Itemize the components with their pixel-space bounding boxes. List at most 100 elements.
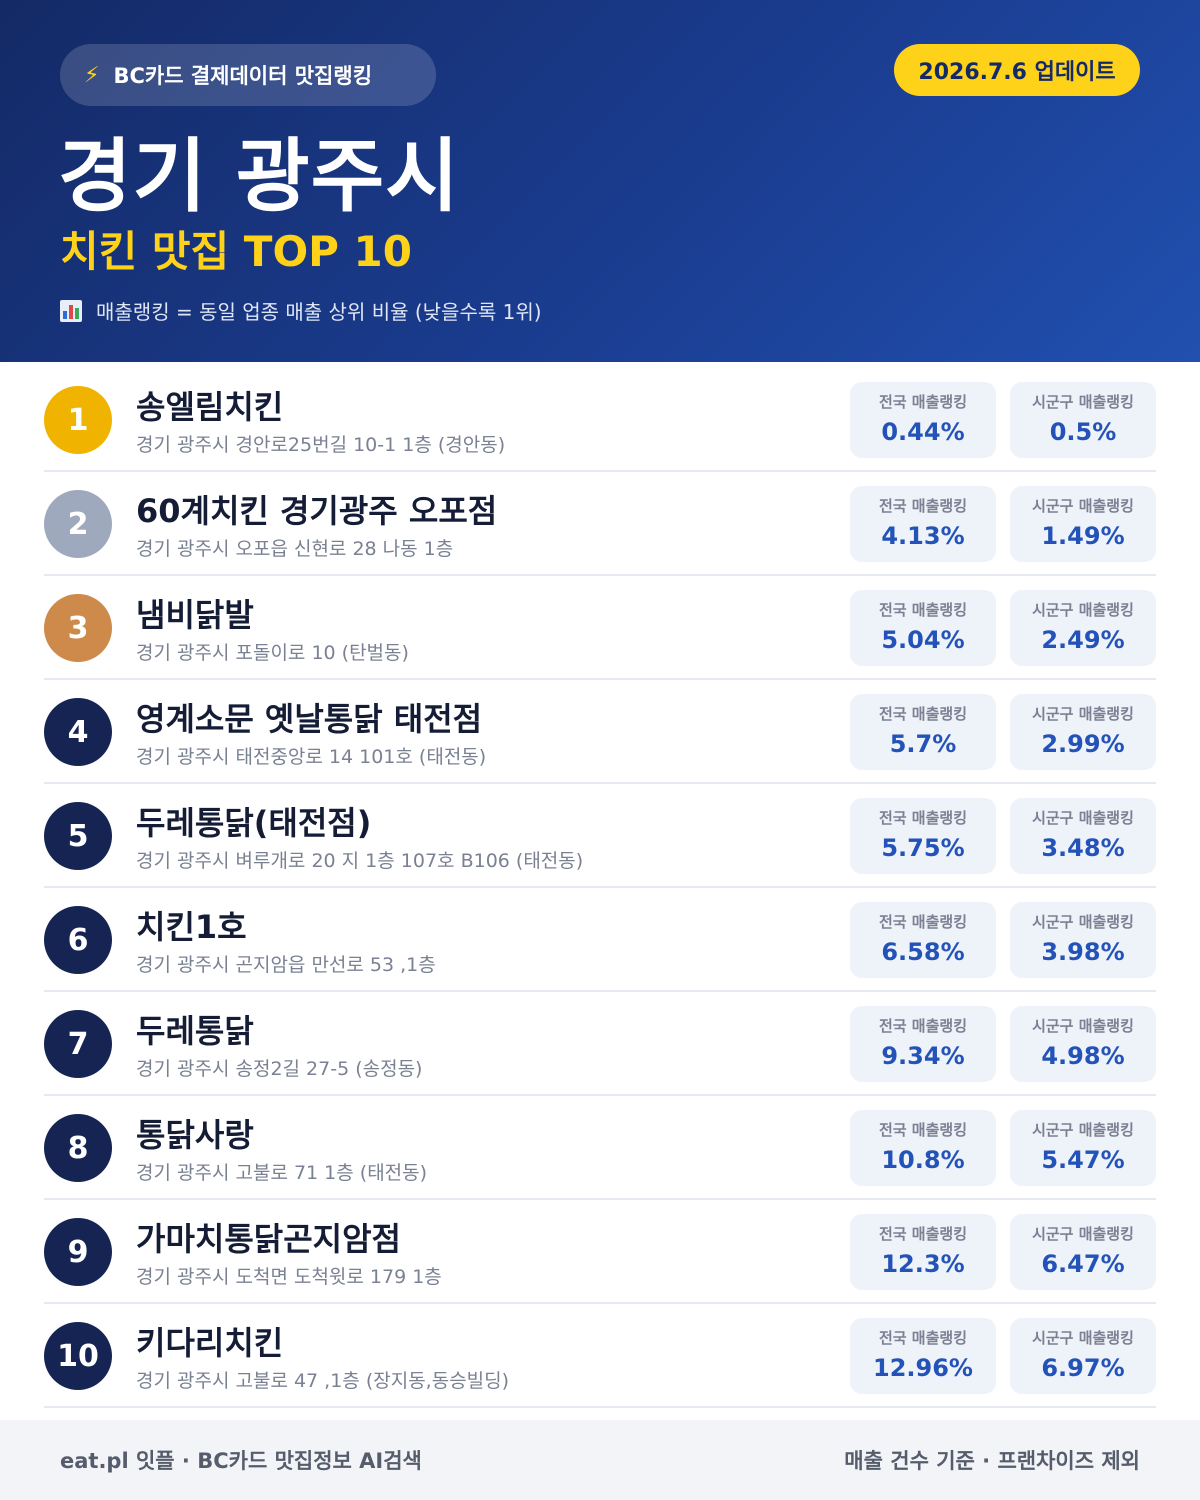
national-rank-value: 9.34%	[881, 1042, 965, 1070]
district-rank-label: 시군구 매출랭킹	[1032, 1329, 1134, 1347]
national-rank-value: 12.3%	[881, 1250, 965, 1278]
national-rank-label: 전국 매출랭킹	[878, 497, 968, 515]
national-rank-value: 5.7%	[889, 730, 957, 758]
list-item[interactable]: 5 두레통닭(태전점) 경기 광주시 벼루개로 20 지 1층 107호 B106 …	[44, 784, 1156, 888]
district-rank-box: 시군구 매출랭킹 3.98%	[1010, 902, 1156, 978]
district-rank-value: 6.97%	[1041, 1354, 1125, 1382]
district-rank-label: 시군구 매출랭킹	[1032, 809, 1134, 827]
national-rank-label: 전국 매출랭킹	[878, 1121, 968, 1139]
national-rank-label: 전국 매출랭킹	[878, 1225, 968, 1243]
ranking-legend: 매출랭킹 = 동일 업종 매출 상위 비율 (낮을수록 1위)	[60, 296, 542, 325]
restaurant-address: 경기 광주시 포돌이로 10 (탄벌동)	[136, 642, 409, 664]
update-date-pill: 2026.7.6 업데이트	[894, 44, 1140, 96]
list-item[interactable]: 8 통닭사랑 경기 광주시 고불로 71 1층 (태전동) 전국 매출랭킹 10.8% 시…	[44, 1096, 1156, 1200]
list-item[interactable]: 9 가마치통닭곤지암점 경기 광주시 도척면 도척윗로 179 1층 전국 매출랭킹 1…	[44, 1200, 1156, 1304]
district-rank-label: 시군구 매출랭킹	[1032, 1121, 1134, 1139]
district-rank-box: 시군구 매출랭킹 2.99%	[1010, 694, 1156, 770]
district-rank-value: 3.98%	[1041, 938, 1125, 966]
district-rank-label: 시군구 매출랭킹	[1032, 705, 1134, 723]
district-rank-label: 시군구 매출랭킹	[1032, 1225, 1134, 1243]
district-rank-value: 4.98%	[1041, 1042, 1125, 1070]
district-rank-box: 시군구 매출랭킹 0.5%	[1010, 382, 1156, 458]
restaurant-address: 경기 광주시 경안로25번길 10-1 1층 (경안동)	[136, 434, 506, 456]
national-rank-value: 4.13%	[881, 522, 965, 550]
district-rank-box: 시군구 매출랭킹 6.47%	[1010, 1214, 1156, 1290]
national-rank-value: 0.44%	[881, 418, 965, 446]
district-rank-value: 1.49%	[1041, 522, 1125, 550]
national-rank-value: 5.04%	[881, 626, 965, 654]
rank-badge: 10	[44, 1322, 112, 1390]
national-rank-label: 전국 매출랭킹	[878, 913, 968, 931]
restaurant-address: 경기 광주시 태전중앙로 14 101호 (태전동)	[136, 746, 487, 768]
national-rank-label: 전국 매출랭킹	[878, 1329, 968, 1347]
rank-badge: 5	[44, 802, 112, 870]
district-rank-box: 시군구 매출랭킹 5.47%	[1010, 1110, 1156, 1186]
national-rank-box: 전국 매출랭킹 10.8%	[850, 1110, 996, 1186]
district-rank-box: 시군구 매출랭킹 4.98%	[1010, 1006, 1156, 1082]
national-rank-label: 전국 매출랭킹	[878, 393, 968, 411]
rank-badge: 7	[44, 1010, 112, 1078]
restaurant-address: 경기 광주시 고불로 47 ,1층 (장지동,동승빌딩)	[136, 1370, 510, 1392]
rank-badge: 2	[44, 490, 112, 558]
national-rank-box: 전국 매출랭킹 12.3%	[850, 1214, 996, 1290]
source-badge: ⚡ BC카드 결제데이터 맛집랭킹	[60, 44, 436, 106]
restaurant-name: 키다리치킨	[136, 1324, 284, 1362]
rank-badge: 6	[44, 906, 112, 974]
district-rank-value: 2.49%	[1041, 626, 1125, 654]
rank-badge: 1	[44, 386, 112, 454]
national-rank-value: 12.96%	[873, 1354, 973, 1382]
district-rank-label: 시군구 매출랭킹	[1032, 913, 1134, 931]
restaurant-address: 경기 광주시 벼루개로 20 지 1층 107호 B106 (태전동)	[136, 850, 584, 872]
district-rank-label: 시군구 매출랭킹	[1032, 601, 1134, 619]
national-rank-box: 전국 매출랭킹 9.34%	[850, 1006, 996, 1082]
national-rank-box: 전국 매출랭킹 5.75%	[850, 798, 996, 874]
national-rank-label: 전국 매출랭킹	[878, 601, 968, 619]
lightning-bolt-icon: ⚡	[84, 62, 100, 88]
source-badge-label: BC카드 결제데이터 맛집랭킹	[113, 64, 373, 88]
national-rank-box: 전국 매출랭킹 5.7%	[850, 694, 996, 770]
restaurant-address: 경기 광주시 도척면 도척윗로 179 1층	[136, 1266, 442, 1288]
rank-badge: 9	[44, 1218, 112, 1286]
district-rank-value: 0.5%	[1049, 418, 1117, 446]
restaurant-address: 경기 광주시 곤지암읍 만선로 53 ,1층	[136, 954, 436, 976]
restaurant-address: 경기 광주시 오포읍 신현로 28 나동 1층	[136, 538, 454, 560]
footer-note: 매출 건수 기준 · 프랜차이즈 제외	[844, 1449, 1140, 1473]
bar-chart-icon	[60, 299, 82, 322]
restaurant-name: 치킨1호	[136, 908, 247, 946]
district-rank-value: 5.47%	[1041, 1146, 1125, 1174]
restaurant-address: 경기 광주시 송정2길 27-5 (송정동)	[136, 1058, 423, 1080]
district-rank-box: 시군구 매출랭킹 6.97%	[1010, 1318, 1156, 1394]
header-banner: ⚡ BC카드 결제데이터 맛집랭킹 2026.7.6 업데이트 경기 광주시 치…	[0, 0, 1200, 362]
footer: eat.pl 잇플 · BC카드 맛집정보 AI검색 매출 건수 기준 · 프랜…	[0, 1420, 1200, 1500]
restaurant-name: 송엘림치킨	[136, 388, 284, 426]
restaurant-name: 두레통닭	[136, 1012, 254, 1050]
list-item[interactable]: 6 치킨1호 경기 광주시 곤지암읍 만선로 53 ,1층 전국 매출랭킹 6.58% 시…	[44, 888, 1156, 992]
district-rank-box: 시군구 매출랭킹 1.49%	[1010, 486, 1156, 562]
national-rank-label: 전국 매출랭킹	[878, 809, 968, 827]
footer-source: eat.pl 잇플 · BC카드 맛집정보 AI검색	[60, 1449, 422, 1473]
district-rank-value: 3.48%	[1041, 834, 1125, 862]
national-rank-value: 10.8%	[881, 1146, 965, 1174]
restaurant-address: 경기 광주시 고불로 71 1층 (태전동)	[136, 1162, 428, 1184]
district-rank-box: 시군구 매출랭킹 3.48%	[1010, 798, 1156, 874]
rank-badge: 4	[44, 698, 112, 766]
district-rank-box: 시군구 매출랭킹 2.49%	[1010, 590, 1156, 666]
national-rank-box: 전국 매출랭킹 6.58%	[850, 902, 996, 978]
restaurant-name: 냄비닭발	[136, 596, 254, 634]
legend-text: 매출랭킹 = 동일 업종 매출 상위 비율 (낮을수록 1위)	[96, 300, 542, 324]
national-rank-label: 전국 매출랭킹	[878, 1017, 968, 1035]
restaurant-name: 60계치킨 경기광주 오포점	[136, 492, 498, 530]
rank-badge: 3	[44, 594, 112, 662]
district-rank-label: 시군구 매출랭킹	[1032, 393, 1134, 411]
rank-badge: 8	[44, 1114, 112, 1182]
district-rank-label: 시군구 매출랭킹	[1032, 497, 1134, 515]
restaurant-name: 영계소문 옛날통닭 태전점	[136, 700, 483, 738]
national-rank-box: 전국 매출랭킹 4.13%	[850, 486, 996, 562]
